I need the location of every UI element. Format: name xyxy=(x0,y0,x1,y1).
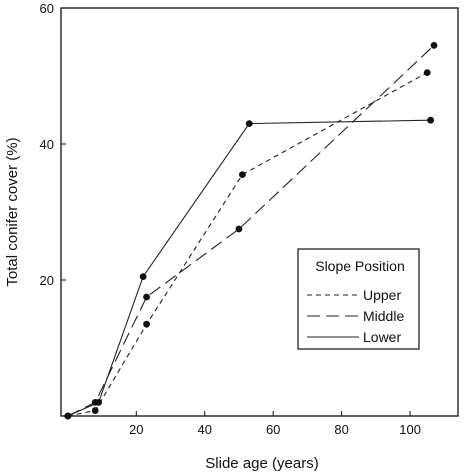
x-axis: 20 40 60 80 100 xyxy=(129,411,421,437)
data-point-lower xyxy=(245,120,253,127)
legend-title: Slope Position xyxy=(315,258,405,274)
data-point-lower xyxy=(95,399,103,406)
x-tick-label: 20 xyxy=(129,422,143,437)
series-layer xyxy=(67,44,435,417)
points-layer xyxy=(64,42,438,420)
y-tick-label: 20 xyxy=(40,273,54,288)
data-point-upper xyxy=(423,69,431,76)
y-tick-label: 40 xyxy=(40,137,54,152)
data-point-middle xyxy=(143,293,150,301)
y-axis: 20 40 60 xyxy=(40,1,66,288)
data-point-upper xyxy=(238,171,246,179)
plot-frame xyxy=(60,7,459,417)
data-point-middle xyxy=(235,225,243,233)
x-tick-label: 80 xyxy=(334,422,348,437)
x-tick-label: 60 xyxy=(266,422,280,437)
data-point-upper xyxy=(143,320,150,328)
data-point-lower xyxy=(427,116,435,124)
data-point-middle xyxy=(430,42,438,49)
data-point-lower xyxy=(64,412,72,420)
data-point-lower xyxy=(139,273,147,280)
series-line-middle xyxy=(67,44,435,417)
y-tick-label: 60 xyxy=(40,1,54,16)
legend: Slope Position Upper Middle Lower xyxy=(297,248,420,350)
plot-area xyxy=(60,7,459,417)
x-axis-label: Slide age (years) xyxy=(205,455,318,472)
legend-entries: Upper Middle Lower xyxy=(307,287,404,345)
y-axis-label: Total conifer cover (%) xyxy=(4,137,21,286)
legend-label-middle: Middle xyxy=(363,308,404,324)
data-point-upper xyxy=(91,407,99,414)
legend-label-upper: Upper xyxy=(363,287,401,303)
x-tick-label: 100 xyxy=(399,422,421,437)
x-tick-label: 40 xyxy=(198,422,212,437)
legend-box xyxy=(297,248,420,350)
legend-label-lower: Lower xyxy=(363,329,401,345)
